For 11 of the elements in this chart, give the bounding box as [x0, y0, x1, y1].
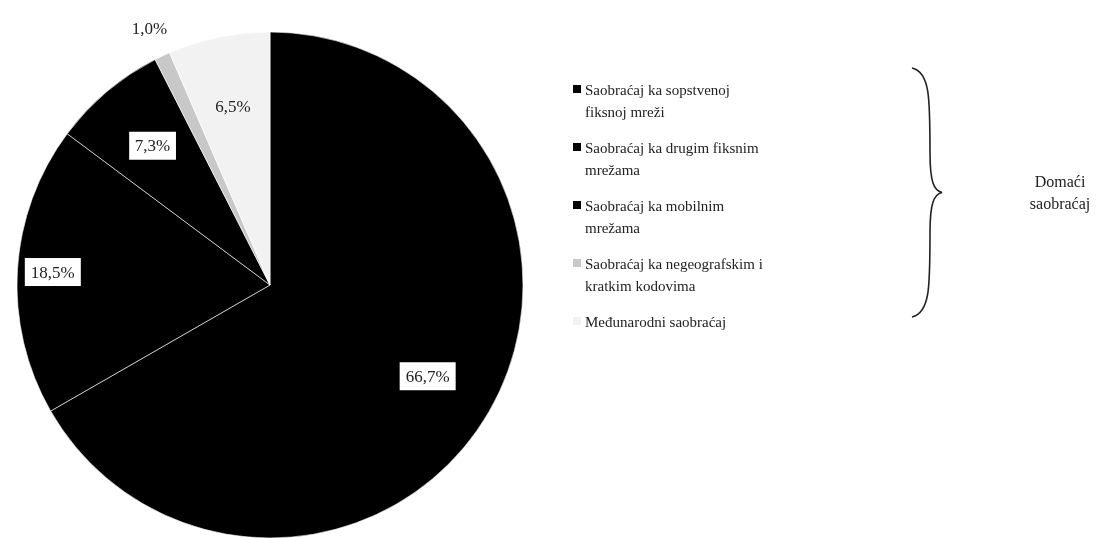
legend-label: Međunarodni saobraćaj	[585, 314, 727, 330]
data-label: 66,7%	[405, 366, 450, 386]
text: Domaći saobraćaj	[1029, 172, 1091, 213]
data-label: 7,3%	[134, 136, 171, 156]
data-label: 6,5%	[215, 97, 251, 117]
legend-label: Saobraćaj ka negeografskim i kratkim kodovima	[585, 256, 763, 294]
legend-label: Saobraćaj ka drugim fiksnim mrežama	[585, 140, 760, 178]
legend-label: Saobraćaj ka mobilnim mrežama	[585, 198, 725, 236]
data-label: 18,5%	[30, 262, 75, 282]
data-label: 1,0%	[131, 19, 168, 39]
legend-label: Saobraćaj ka sopstvenoj fiksnoj mreži	[585, 82, 730, 120]
